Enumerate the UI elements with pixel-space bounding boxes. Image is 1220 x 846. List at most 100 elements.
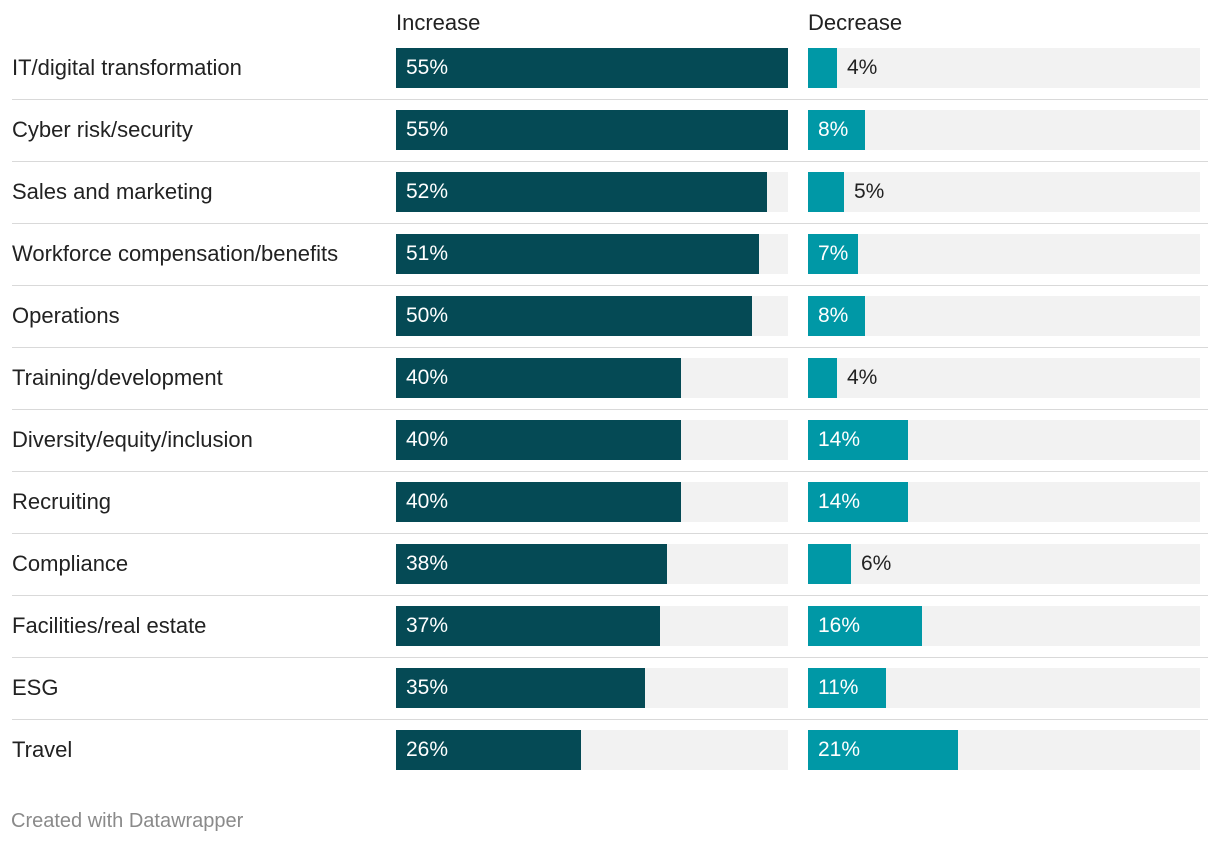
decrease-track: 11% xyxy=(808,668,1200,708)
decrease-track: 14% xyxy=(808,420,1200,460)
increase-bar[interactable] xyxy=(396,544,667,584)
chart-row: Operations 50% 8% xyxy=(0,296,1220,358)
increase-value-label: 51% xyxy=(406,242,449,265)
decrease-value-label: 6% xyxy=(861,552,892,575)
category-label: Operations xyxy=(12,303,120,328)
increase-value-label: 37% xyxy=(406,614,449,637)
row-divider xyxy=(12,223,1208,224)
decrease-track: 4% xyxy=(808,48,1200,88)
chart-row: Travel 26% 21% xyxy=(0,730,1220,792)
decrease-value-label: 4% xyxy=(847,366,878,389)
category-label: Sales and marketing xyxy=(12,179,213,204)
increase-value-label: 55% xyxy=(406,118,449,141)
increase-track: 40% xyxy=(396,420,788,460)
chart-row: Cyber risk/security 55% 8% xyxy=(0,110,1220,172)
increase-track: 38% xyxy=(396,544,788,584)
increase-value-label: 35% xyxy=(406,676,449,699)
decrease-bar[interactable] xyxy=(808,172,844,212)
decrease-bar[interactable] xyxy=(808,606,922,646)
category-label: Diversity/equity/inclusion xyxy=(12,427,253,452)
chart-row: Diversity/equity/inclusion 40% 14% xyxy=(0,420,1220,482)
row-divider xyxy=(12,161,1208,162)
chart-row: Compliance 38% 6% xyxy=(0,544,1220,606)
decrease-bar[interactable] xyxy=(808,110,865,150)
increase-value-label: 40% xyxy=(406,366,449,389)
increase-track: 50% xyxy=(396,296,788,336)
decrease-bar[interactable] xyxy=(808,482,908,522)
increase-track: 51% xyxy=(396,234,788,274)
increase-bar[interactable] xyxy=(396,110,788,150)
category-label: IT/digital transformation xyxy=(12,55,242,80)
increase-value-label: 40% xyxy=(406,428,449,451)
decrease-bar[interactable] xyxy=(808,296,865,336)
increase-bar[interactable] xyxy=(396,482,681,522)
category-label: ESG xyxy=(12,675,59,700)
increase-bar[interactable] xyxy=(396,420,681,460)
increase-bar[interactable] xyxy=(396,358,681,398)
category-label: Cyber risk/security xyxy=(12,117,193,142)
decrease-bar[interactable] xyxy=(808,48,837,88)
decrease-track: 16% xyxy=(808,606,1200,646)
increase-bar[interactable] xyxy=(396,606,660,646)
increase-bar[interactable] xyxy=(396,296,752,336)
category-label: Travel xyxy=(12,737,73,762)
decrease-bar[interactable] xyxy=(808,730,958,770)
decrease-value-label: 8% xyxy=(818,118,849,141)
chart-row: Facilities/real estate 37% 16% xyxy=(0,606,1220,668)
category-label: Facilities/real estate xyxy=(12,613,207,638)
decrease-value-label: 11% xyxy=(818,676,859,699)
chart-row: Workforce compensation/benefits 51% 7% xyxy=(0,234,1220,296)
category-label: Recruiting xyxy=(12,489,112,514)
row-divider xyxy=(12,409,1208,410)
datawrapper-credit[interactable]: Created with Datawrapper xyxy=(11,810,244,832)
increase-track: 55% xyxy=(396,110,788,150)
category-label: Compliance xyxy=(12,551,129,576)
row-divider xyxy=(12,595,1208,596)
decrease-value-label: 8% xyxy=(818,304,849,327)
increase-track: 40% xyxy=(396,482,788,522)
increase-column-header: Increase xyxy=(396,10,481,35)
increase-value-label: 26% xyxy=(406,738,449,761)
chart-row: ESG 35% 11% xyxy=(0,668,1220,730)
increase-bar[interactable] xyxy=(396,730,581,770)
increase-track: 40% xyxy=(396,358,788,398)
increase-bar[interactable] xyxy=(396,234,759,274)
decrease-track: 6% xyxy=(808,544,1200,584)
decrease-value-label: 21% xyxy=(818,738,861,761)
decrease-bar[interactable] xyxy=(808,358,837,398)
row-divider xyxy=(12,533,1208,534)
row-divider xyxy=(12,347,1208,348)
decrease-track: 5% xyxy=(808,172,1200,212)
increase-bar[interactable] xyxy=(396,172,767,212)
decrease-track: 8% xyxy=(808,296,1200,336)
row-divider xyxy=(12,657,1208,658)
chart-row: Recruiting 40% 14% xyxy=(0,482,1220,544)
category-label: Workforce compensation/benefits xyxy=(12,241,339,266)
increase-track: 52% xyxy=(396,172,788,212)
decrease-value-label: 14% xyxy=(818,490,861,513)
increase-bar[interactable] xyxy=(396,668,645,708)
increase-track: 26% xyxy=(396,730,788,770)
row-divider xyxy=(12,285,1208,286)
increase-value-label: 55% xyxy=(406,56,449,79)
decrease-track: 7% xyxy=(808,234,1200,274)
row-divider xyxy=(12,719,1208,720)
category-label: Training/development xyxy=(12,365,223,390)
decrease-bar[interactable] xyxy=(808,668,886,708)
increase-value-label: 38% xyxy=(406,552,449,575)
chart-row: IT/digital transformation 55% 4% xyxy=(0,48,1220,110)
decrease-bar[interactable] xyxy=(808,544,851,584)
row-divider xyxy=(12,471,1208,472)
chart-row: Training/development 40% 4% xyxy=(0,358,1220,420)
decrease-bar[interactable] xyxy=(808,234,858,274)
decrease-track: 21% xyxy=(808,730,1200,770)
increase-value-label: 40% xyxy=(406,490,449,513)
decrease-value-label: 14% xyxy=(818,428,861,451)
decrease-track: 14% xyxy=(808,482,1200,522)
decrease-value-label: 16% xyxy=(818,614,861,637)
decrease-bar[interactable] xyxy=(808,420,908,460)
increase-track: 37% xyxy=(396,606,788,646)
increase-bar[interactable] xyxy=(396,48,788,88)
decrease-column-header: Decrease xyxy=(808,10,903,35)
chart-row: Sales and marketing 52% 5% xyxy=(0,172,1220,234)
